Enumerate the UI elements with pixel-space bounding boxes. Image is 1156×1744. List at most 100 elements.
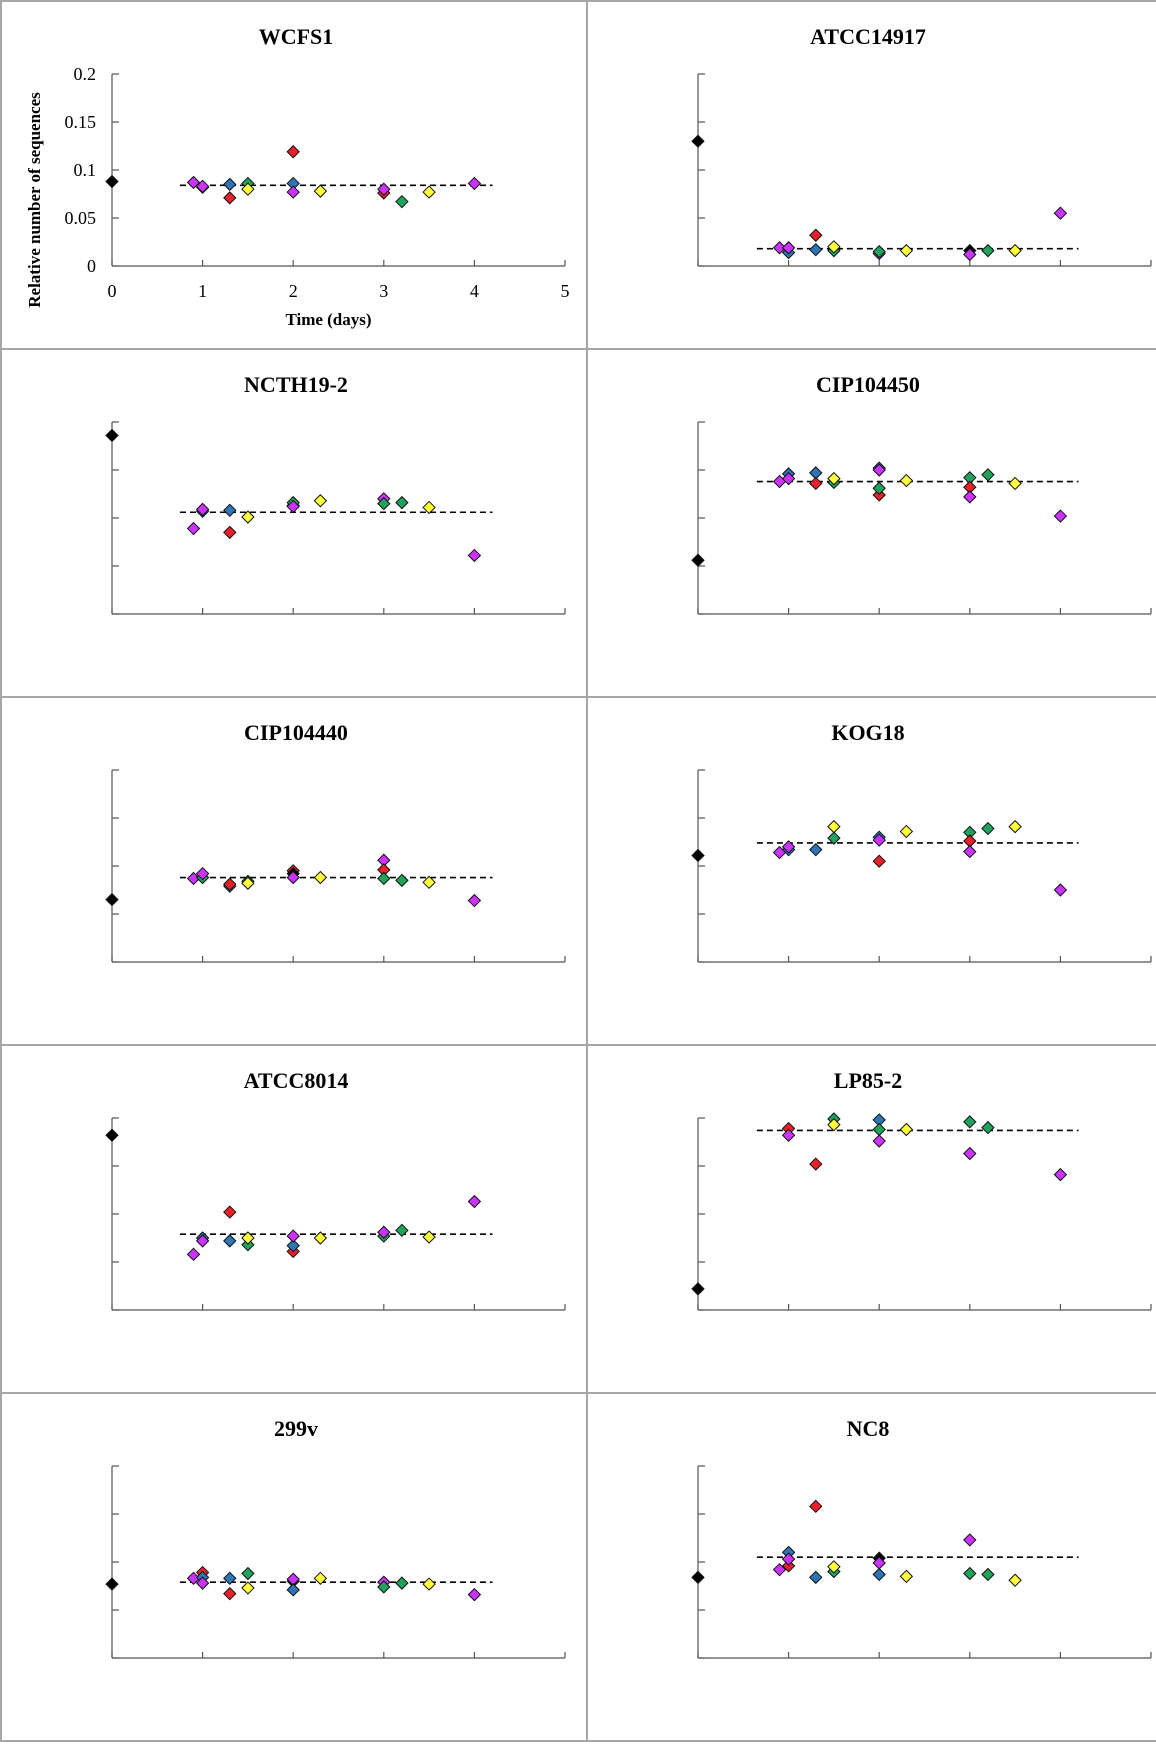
scatter-plot: WCFS1 0 0.05 0.1 0.15 0.2 0 1 2 3 4 5 Time (days) Rel…	[25, 24, 570, 329]
chart-panel: ATCC8014	[0, 1044, 588, 1394]
data-point	[186, 521, 201, 536]
data-point	[195, 179, 210, 194]
data-point	[286, 1238, 300, 1253]
data-point	[899, 824, 914, 839]
data-point	[422, 1577, 436, 1591]
data-point	[105, 892, 119, 907]
data-point	[422, 500, 436, 515]
data-point	[286, 1583, 300, 1597]
data-point	[377, 1225, 391, 1239]
data-point	[223, 1586, 237, 1601]
data-point	[241, 1581, 255, 1595]
data-point	[1053, 206, 1068, 220]
axes	[111, 421, 566, 615]
axes	[111, 769, 566, 963]
data-point	[1008, 1573, 1022, 1587]
data-point	[809, 1499, 823, 1514]
x-tick-label: 2	[289, 281, 298, 301]
scatter-plot: CIP104450	[691, 372, 1152, 615]
data-point	[223, 1205, 237, 1219]
data-point	[899, 243, 914, 258]
data-point	[241, 1231, 255, 1245]
y-tick-label: 0	[87, 256, 96, 276]
data-point	[377, 496, 391, 511]
y-tick-label: 0.15	[65, 112, 97, 132]
data-point	[981, 243, 995, 258]
scatter-plot: KOG18	[691, 720, 1152, 963]
scatter-plot: ATCC8014	[105, 1068, 566, 1311]
data-point	[963, 1146, 977, 1161]
data-point	[963, 247, 977, 262]
data-point	[809, 1157, 823, 1171]
data-point	[286, 185, 300, 199]
data-point	[691, 1282, 705, 1296]
data-point	[781, 241, 796, 255]
data-point	[963, 1566, 977, 1581]
chart-panel: LP85-2	[586, 1044, 1156, 1394]
data-point	[195, 1576, 210, 1590]
chart-panel: CIP104440	[0, 696, 588, 1046]
data-point	[781, 471, 796, 486]
data-point	[195, 866, 210, 881]
data-point	[223, 177, 237, 192]
data-point	[105, 1577, 119, 1591]
data-point	[223, 1571, 237, 1586]
data-point	[313, 1571, 328, 1586]
data-point	[241, 1238, 255, 1252]
x-axis-label: Time (days)	[285, 310, 371, 329]
chart-title: CIP104450	[816, 372, 920, 397]
data-point	[241, 182, 255, 196]
data-point	[286, 1229, 300, 1243]
data-point	[872, 854, 886, 868]
data-point	[963, 1115, 977, 1129]
data-point	[395, 1576, 409, 1590]
data-point	[395, 873, 409, 888]
data-point	[781, 1552, 796, 1566]
data-point	[981, 821, 995, 836]
y-tick-label: 0.05	[65, 208, 97, 228]
chart-panel: 299v	[0, 1392, 588, 1742]
axes	[111, 1117, 566, 1311]
data-point	[772, 241, 787, 255]
chart-title: NCTH19-2	[244, 372, 348, 397]
data-point	[899, 1122, 914, 1137]
data-point	[241, 876, 255, 890]
chart-panel: WCFS1 0 0.05 0.1 0.15 0.2 0 1 2 3 4 5 Time (days) Rel…	[0, 0, 588, 350]
data-point	[1053, 1167, 1068, 1182]
chart-title: KOG18	[831, 720, 904, 745]
data-point	[313, 494, 328, 508]
data-point	[195, 502, 210, 517]
data-point	[963, 490, 977, 504]
scatter-plot: ATCC14917	[691, 24, 1152, 267]
data-point	[223, 503, 237, 518]
data-point	[467, 176, 482, 191]
chart-panel: CIP104450	[586, 348, 1156, 698]
axes	[697, 769, 1152, 963]
data-point	[872, 1122, 886, 1137]
data-point	[872, 244, 886, 259]
data-point	[872, 488, 886, 502]
data-point	[223, 191, 237, 205]
data-point	[872, 1567, 886, 1582]
data-point	[422, 185, 436, 199]
data-point	[981, 1120, 995, 1135]
data-point	[827, 1560, 841, 1574]
data-point	[286, 870, 300, 885]
chart-title: ATCC14917	[810, 24, 926, 49]
data-point	[395, 495, 409, 510]
data-point	[313, 184, 328, 198]
axes	[697, 73, 1152, 267]
chart-panel: ATCC14917	[586, 0, 1156, 350]
data-point	[186, 175, 201, 190]
data-point	[1008, 819, 1022, 834]
data-point	[377, 182, 391, 196]
data-point	[827, 1118, 841, 1132]
axes	[697, 1117, 1152, 1311]
data-point	[781, 1559, 796, 1573]
data-point	[809, 228, 823, 242]
data-point	[872, 1134, 886, 1148]
data-point	[899, 473, 914, 488]
data-point	[691, 848, 705, 863]
data-point	[223, 1234, 237, 1248]
axes	[111, 73, 566, 267]
